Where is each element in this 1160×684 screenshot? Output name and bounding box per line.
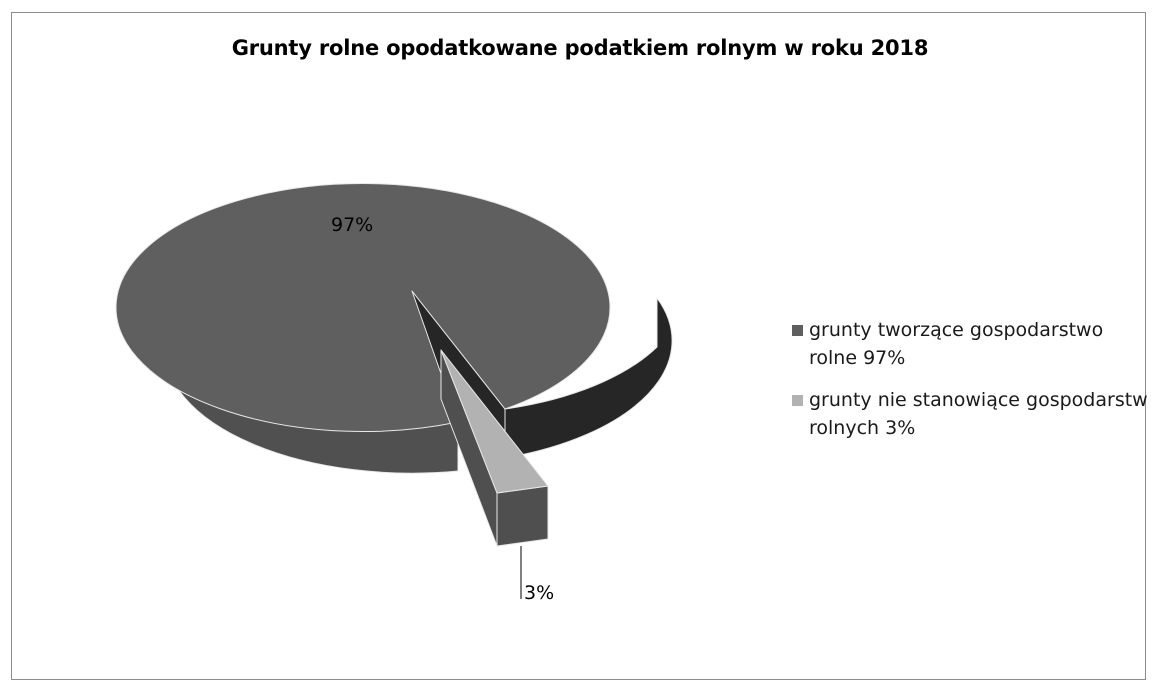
data-label-main: 97% <box>331 214 373 236</box>
pie-slice-main-top <box>115 183 611 432</box>
data-label-small: 3% <box>524 582 554 604</box>
pie-slice-small-top <box>440 349 549 494</box>
legend: grunty tworzące gospodarstwo rolne 97% g… <box>792 316 1152 456</box>
pie-slice-main-cut-face <box>504 297 673 459</box>
legend-item-small[interactable]: grunty nie stanowiące gospodarstw rolnyc… <box>792 386 1152 442</box>
chart-title: Grunty rolne opodatkowane podatkiem roln… <box>231 36 929 60</box>
pie-slice-small-front-side <box>496 485 549 547</box>
pie-slice-main[interactable] <box>115 183 673 474</box>
legend-item-main[interactable]: grunty tworzące gospodarstwo rolne 97% <box>792 316 1152 372</box>
legend-swatch-small <box>792 395 803 406</box>
pie-slice-small[interactable] <box>440 349 549 547</box>
legend-label-small: grunty nie stanowiące gospodarstw rolnyc… <box>809 389 1148 439</box>
legend-label-main: grunty tworzące gospodarstwo rolne 97% <box>809 319 1104 369</box>
legend-swatch-main <box>792 325 803 336</box>
